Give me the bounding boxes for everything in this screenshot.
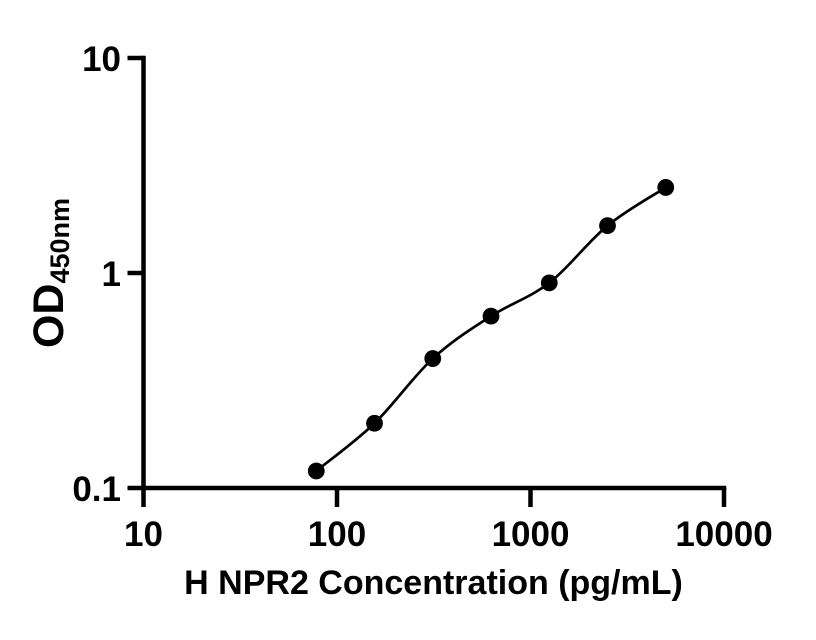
data-point <box>657 179 675 196</box>
y-tick-label: 1 <box>102 255 121 294</box>
x-tick-label: 100 <box>308 515 366 554</box>
data-point <box>482 307 500 325</box>
data-point <box>599 217 616 235</box>
data-point <box>540 274 558 292</box>
data-point <box>424 350 442 367</box>
y-axis-title-main: OD <box>25 284 73 349</box>
x-tick-label: 10000 <box>675 515 772 554</box>
x-axis-title: H NPR2 Concentration (pg/mL) <box>184 564 683 602</box>
y-axis-title: OD450nm <box>25 198 75 348</box>
y-tick-label: 10 <box>82 40 121 79</box>
y-tick-label: 0.1 <box>72 470 121 509</box>
data-point <box>307 462 325 480</box>
x-tick-label: 10 <box>124 515 163 554</box>
y-axis-title-subscript: 450nm <box>45 198 75 284</box>
x-tick-label: 1000 <box>492 515 570 554</box>
data-point <box>366 414 383 432</box>
